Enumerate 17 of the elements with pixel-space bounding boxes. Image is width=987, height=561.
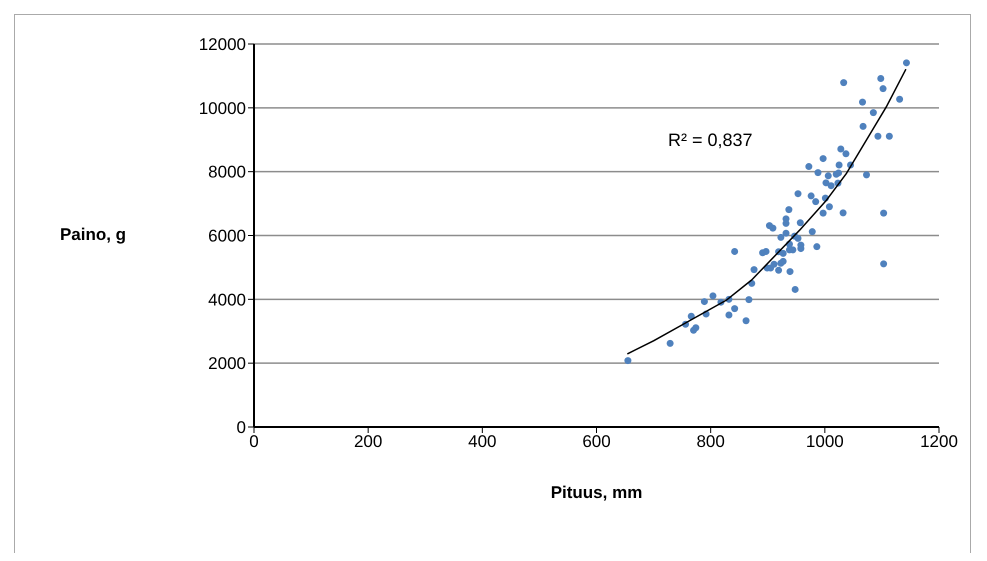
y-tick-label: 8000 bbox=[208, 162, 246, 182]
y-tick-label: 4000 bbox=[208, 290, 246, 310]
y-tick-label: 6000 bbox=[208, 226, 246, 246]
y-tick-label: 10000 bbox=[198, 98, 246, 118]
x-tick-label: 0 bbox=[249, 432, 259, 452]
x-tick-label: 1200 bbox=[920, 432, 958, 452]
y-tick-label: 2000 bbox=[208, 354, 246, 374]
x-tick-label: 400 bbox=[468, 432, 497, 452]
x-tick-label: 800 bbox=[696, 432, 725, 452]
y-axis-title: Paino, g bbox=[58, 225, 128, 245]
y-tick-label: 12000 bbox=[198, 35, 246, 54]
x-tick-label: 200 bbox=[354, 432, 382, 452]
annotation: R² = 0,837 bbox=[668, 130, 753, 151]
x-tick-label: 600 bbox=[582, 432, 611, 452]
x-axis-title: Pituus, mm bbox=[550, 483, 644, 503]
x-tick-label: 1000 bbox=[806, 432, 844, 452]
y-tick-label: 0 bbox=[236, 418, 246, 438]
